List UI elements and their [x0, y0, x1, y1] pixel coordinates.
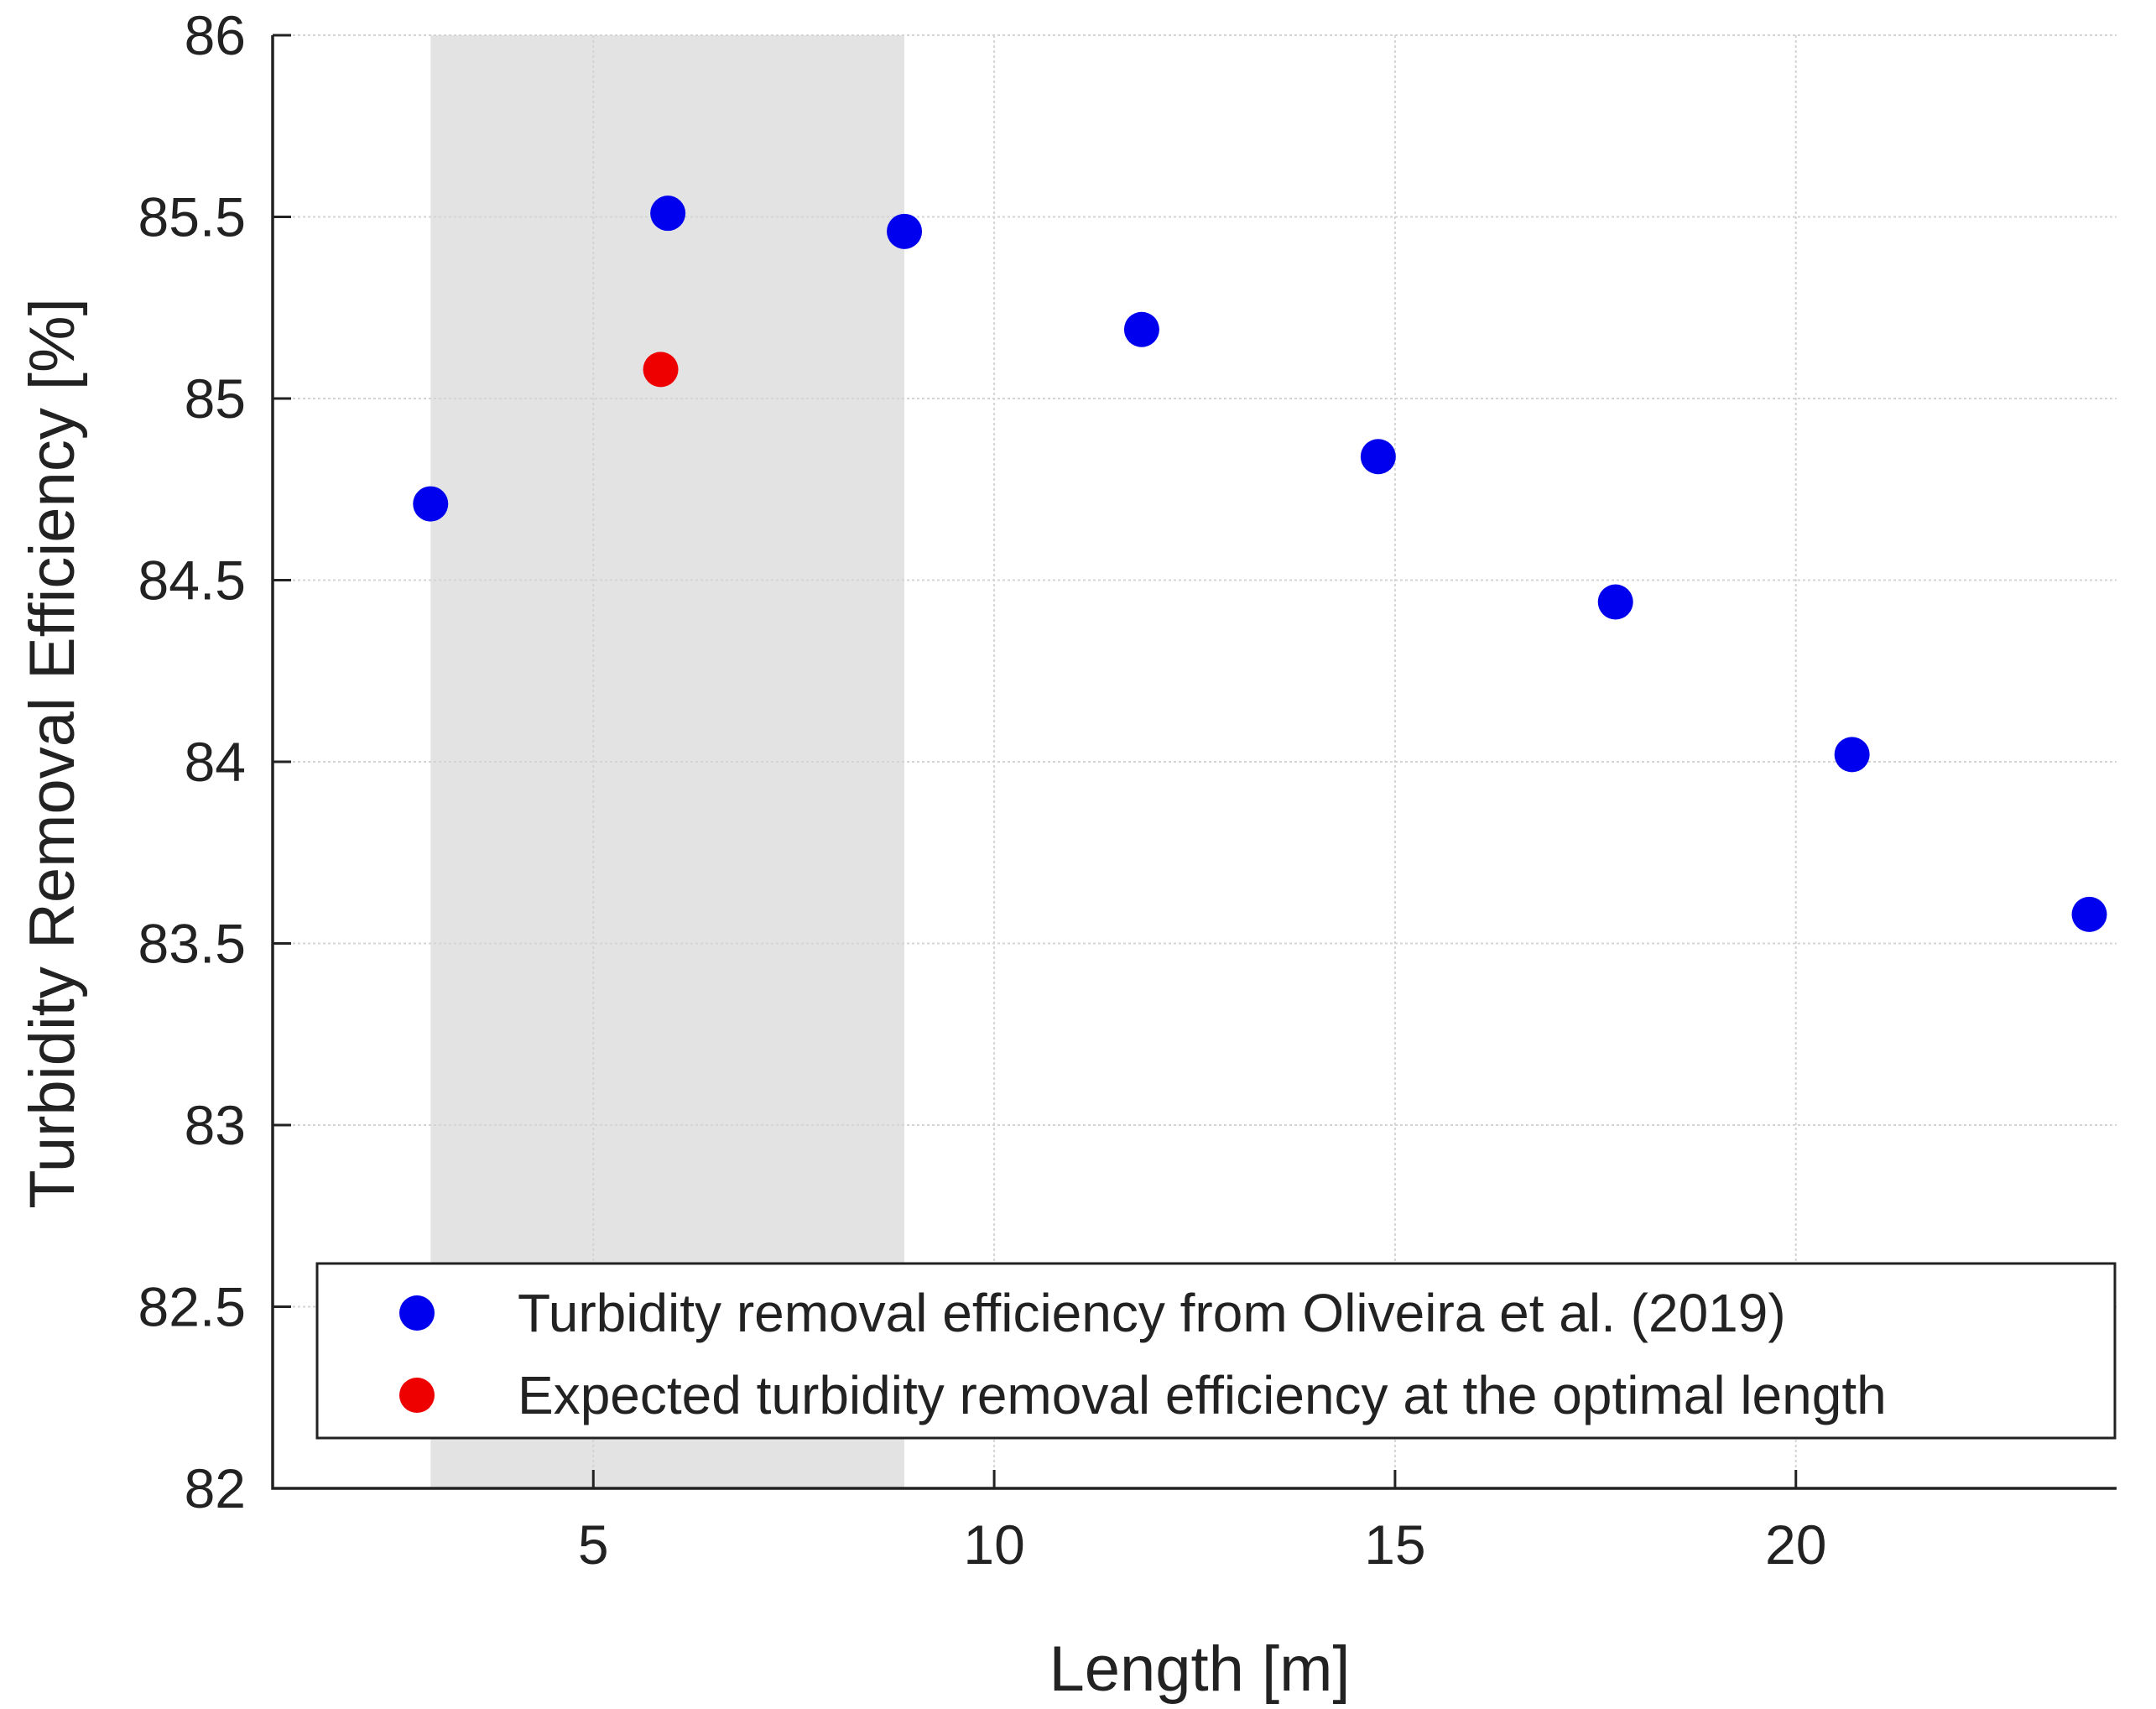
grid-group [273, 34, 2117, 1489]
y-tick-label: 83.5 [138, 913, 246, 975]
legend-marker-red [399, 1378, 435, 1413]
tick-group: 5 10 15 20 82 82.5 83 83.5 84 84.5 85 85.5 86 [138, 4, 1827, 1576]
data-point-s0-7 [2071, 896, 2107, 932]
data-point-s1-0 [643, 352, 679, 388]
legend-label-expected: Expected turbidity removal efficiency at… [518, 1365, 1887, 1425]
y-tick-label: 82.5 [138, 1276, 246, 1338]
data-point-s0-2 [887, 213, 923, 249]
y-tick-label: 84.5 [138, 550, 246, 612]
y-tick-label: 86 [185, 4, 246, 66]
x-tick-label: 10 [963, 1514, 1024, 1576]
data-point-s0-4 [1360, 439, 1396, 475]
x-tick-label: 5 [578, 1514, 609, 1576]
data-point-s0-6 [1834, 737, 1870, 773]
legend-box [315, 1262, 2117, 1440]
data-point-s0-5 [1597, 584, 1633, 620]
legend-label-oliveira: Turbidity removal efficiency from Olivei… [518, 1283, 1786, 1343]
data-point-s0-1 [650, 195, 686, 232]
y-tick-label: 83 [185, 1094, 246, 1156]
x-tick-label: 20 [1765, 1514, 1826, 1576]
legend-marker-blue [399, 1295, 435, 1331]
x-axis-label: Length [m] [1049, 1633, 1350, 1705]
x-tick-label: 15 [1364, 1514, 1425, 1576]
y-tick-label: 82 [185, 1457, 246, 1519]
y-tick-label: 84 [185, 731, 246, 793]
data-point-s0-3 [1123, 311, 1159, 347]
y-axis-label: Turbidity Removal Efficiency [%] [17, 298, 88, 1209]
y-tick-label: 85.5 [138, 186, 246, 248]
data-point-s0-0 [413, 486, 449, 522]
y-tick-label: 85 [185, 367, 246, 430]
legend: Turbidity removal efficiency from Olivei… [315, 1262, 2117, 1440]
points-group [413, 195, 2107, 932]
